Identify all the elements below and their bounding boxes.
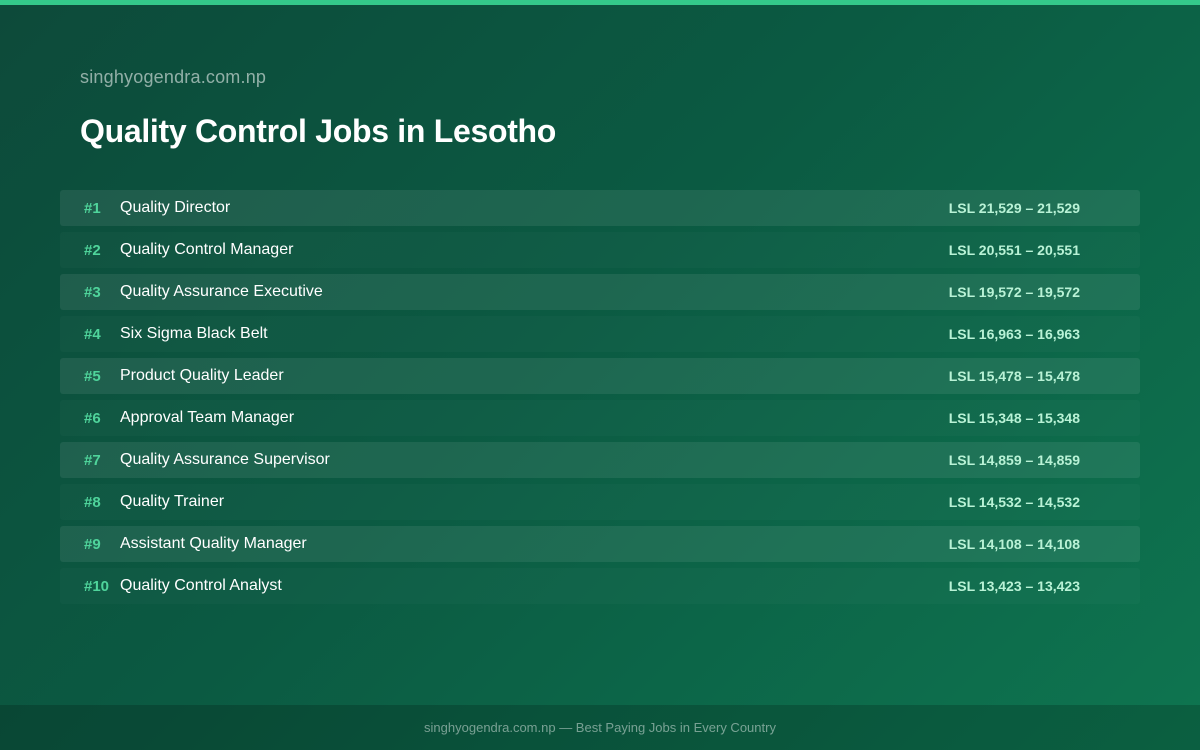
job-salary: LSL 19,572 – 19,572 [948, 284, 1080, 300]
job-title: Quality Director [120, 199, 231, 216]
footer: singhyogendra.com.np — Best Paying Jobs … [0, 705, 1200, 750]
job-row: #5 Product Quality Leader LSL 15,478 – 1… [60, 358, 1140, 394]
job-rank: #10 [84, 577, 110, 595]
job-salary: LSL 20,551 – 20,551 [948, 242, 1080, 258]
job-rank: #3 [84, 283, 101, 301]
job-salary: LSL 16,963 – 16,963 [948, 326, 1080, 342]
job-title: Product Quality Leader [120, 367, 284, 384]
job-list: #1 Quality Director LSL 21,529 – 21,529 … [60, 190, 1140, 610]
job-row: #3 Quality Assurance Executive LSL 19,57… [60, 274, 1140, 310]
job-title: Quality Trainer [120, 493, 225, 510]
job-row: #2 Quality Control Manager LSL 20,551 – … [60, 232, 1140, 268]
job-salary: LSL 15,478 – 15,478 [948, 368, 1080, 384]
job-rank: #1 [84, 199, 101, 217]
site-name: singhyogendra.com.np [80, 67, 267, 87]
job-salary: LSL 14,108 – 14,108 [948, 536, 1080, 552]
job-rank: #2 [84, 241, 101, 259]
job-row: #7 Quality Assurance Supervisor LSL 14,8… [60, 442, 1140, 478]
job-rank: #7 [84, 451, 101, 469]
page-title: Quality Control Jobs in Lesotho [80, 113, 557, 149]
job-row: #10 Quality Control Analyst LSL 13,423 –… [60, 568, 1140, 604]
job-rank: #8 [84, 493, 101, 511]
job-salary: LSL 13,423 – 13,423 [948, 578, 1080, 594]
job-salary: LSL 14,859 – 14,859 [948, 452, 1080, 468]
job-title: Approval Team Manager [120, 409, 295, 426]
job-row: #1 Quality Director LSL 21,529 – 21,529 [60, 190, 1140, 226]
job-title: Six Sigma Black Belt [120, 325, 268, 342]
job-row: #4 Six Sigma Black Belt LSL 16,963 – 16,… [60, 316, 1140, 352]
job-salary: LSL 14,532 – 14,532 [948, 494, 1080, 510]
job-row: #8 Quality Trainer LSL 14,532 – 14,532 [60, 484, 1140, 520]
job-rank: #9 [84, 535, 101, 553]
footer-text: singhyogendra.com.np — Best Paying Jobs … [424, 720, 776, 735]
job-row: #6 Approval Team Manager LSL 15,348 – 15… [60, 400, 1140, 436]
job-salary: LSL 15,348 – 15,348 [948, 410, 1080, 426]
job-title: Quality Control Analyst [120, 577, 282, 594]
top-accent-bar [0, 0, 1200, 5]
job-rank: #5 [84, 367, 101, 385]
job-row: #9 Assistant Quality Manager LSL 14,108 … [60, 526, 1140, 562]
job-title: Quality Assurance Supervisor [120, 451, 330, 468]
job-rank: #4 [84, 325, 101, 343]
job-rank: #6 [84, 409, 101, 427]
job-salary: LSL 21,529 – 21,529 [948, 200, 1080, 216]
job-title: Assistant Quality Manager [120, 535, 307, 552]
job-title: Quality Control Manager [120, 241, 294, 258]
job-title: Quality Assurance Executive [120, 283, 323, 300]
